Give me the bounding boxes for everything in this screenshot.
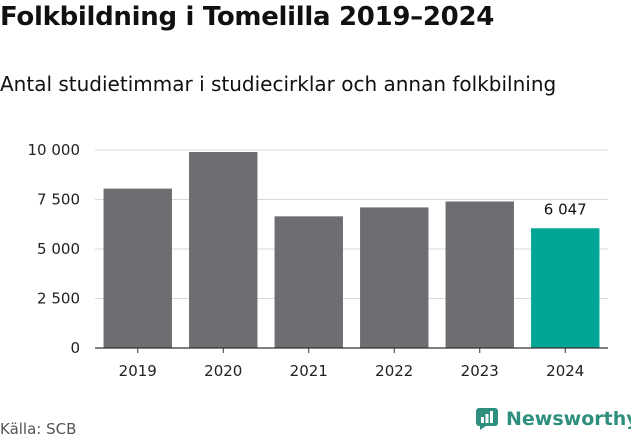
y-tick-label: 10 000 bbox=[28, 141, 81, 159]
brand-logo: Newsworthy bbox=[476, 408, 631, 430]
x-tick-label: 2022 bbox=[375, 362, 413, 380]
y-tick-label: 7 500 bbox=[37, 191, 80, 209]
y-tick-label: 0 bbox=[70, 339, 80, 357]
bar bbox=[189, 151, 258, 348]
y-tick-label: 2 500 bbox=[37, 290, 80, 308]
newsworthy-logo-icon bbox=[476, 408, 498, 430]
chart-subtitle: Antal studietimmar i studiecirklar och a… bbox=[0, 72, 557, 96]
y-tick-label: 5 000 bbox=[37, 240, 80, 258]
source-note: Källa: SCB bbox=[0, 420, 77, 438]
bar bbox=[360, 207, 429, 348]
chart-title: Folkbildning i Tomelilla 2019–2024 bbox=[0, 2, 495, 32]
x-tick-label: 2020 bbox=[204, 362, 242, 380]
bar bbox=[103, 188, 172, 348]
data-label: 6 047 bbox=[544, 200, 587, 218]
brand-name: Newsworthy bbox=[506, 408, 631, 430]
x-tick-label: 2019 bbox=[119, 362, 157, 380]
bar bbox=[445, 201, 514, 348]
bar-chart: 0 2 500 5 000 7 500 10 000 2019 2020 2021 2022 20… bbox=[28, 141, 608, 380]
x-tick-label: 2021 bbox=[290, 362, 328, 380]
x-tick-label: 2024 bbox=[546, 362, 584, 380]
bar bbox=[274, 216, 343, 348]
x-tick-label: 2023 bbox=[461, 362, 499, 380]
bar bbox=[531, 228, 600, 348]
